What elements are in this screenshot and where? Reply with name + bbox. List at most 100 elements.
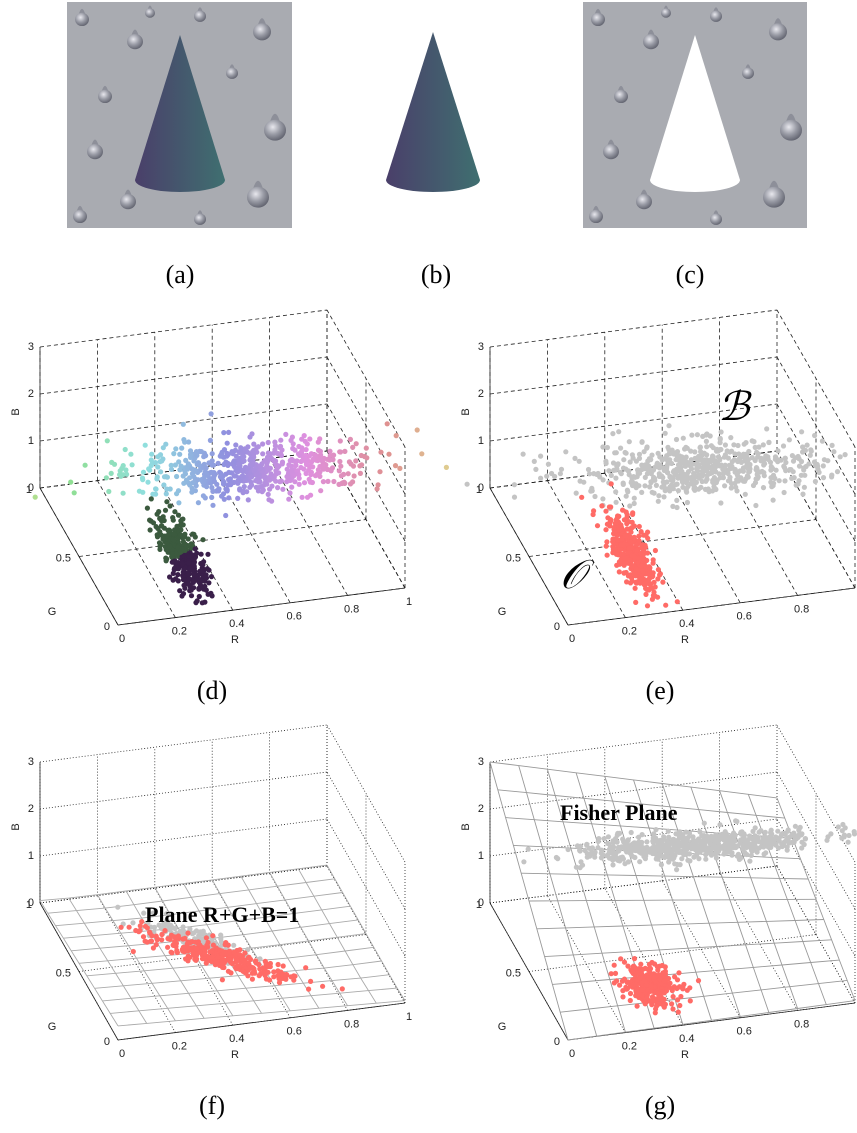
scatter-point (607, 504, 612, 509)
scatter-point (521, 452, 526, 457)
droplet (87, 144, 103, 159)
caption: (c) (676, 260, 705, 289)
scatter-point (465, 482, 470, 487)
scatter-point (615, 532, 620, 537)
droplet (661, 8, 671, 18)
scatter-point (140, 477, 145, 482)
scatter-point (628, 991, 633, 996)
scatter-point (768, 480, 773, 485)
scatter-point (308, 480, 313, 485)
scatter-point (702, 451, 707, 456)
scatter-point (240, 969, 245, 974)
r-axis-label: R (231, 634, 239, 646)
scatter-point (338, 449, 343, 454)
scatter-point (210, 489, 215, 494)
g-tick-label: 0.5 (56, 552, 71, 564)
scatter-point (673, 843, 678, 848)
scatter-point (695, 843, 700, 848)
droplet (603, 144, 619, 159)
scatter-point (628, 998, 633, 1003)
scatter-point (176, 488, 181, 493)
scatter-point (190, 532, 195, 537)
scatter-point (619, 471, 624, 476)
b-tick-label: 2 (28, 803, 34, 815)
scatter-point (256, 479, 261, 484)
scatter-point (149, 496, 154, 501)
scatter-point (164, 533, 169, 538)
scatter-point (241, 469, 246, 474)
scatter-point (164, 487, 169, 492)
scatter-point (741, 479, 746, 484)
scatter-point (338, 464, 343, 469)
b-axis-label: B (10, 823, 22, 830)
scatter-point (781, 843, 786, 848)
scatter-point (676, 1010, 681, 1015)
scatter-point (663, 603, 668, 608)
scatter-point (662, 978, 667, 983)
scatter-point (634, 567, 639, 572)
scatter-point (279, 972, 284, 977)
droplet (98, 90, 112, 103)
scatter-point (158, 452, 163, 457)
scatter-point (703, 857, 708, 862)
r-tick-label: 1 (406, 1011, 412, 1023)
scatter-point (271, 969, 276, 974)
scatter-point (188, 940, 193, 945)
scatter-point (109, 460, 114, 465)
scatter-point (227, 958, 232, 963)
scatter-point (644, 983, 649, 988)
scatter-point (386, 452, 391, 457)
grid-line (40, 725, 327, 762)
scatter-point (306, 987, 311, 992)
scatter-point (186, 461, 191, 466)
scatter-point (624, 521, 629, 526)
scatter-point (154, 476, 159, 481)
scatter-point (617, 858, 622, 863)
scatter-point (352, 473, 357, 478)
scatter-point (691, 855, 696, 860)
scatter-point (653, 465, 658, 470)
g-tick-label: 0 (104, 621, 110, 633)
scatter-point (165, 945, 170, 950)
scatter-point (673, 482, 678, 487)
scatter-point (756, 445, 761, 450)
scatter-point (288, 438, 293, 443)
scatter-point (189, 466, 194, 471)
scatter-point (194, 453, 199, 458)
scatter-point (318, 488, 323, 493)
scatter-point (640, 967, 645, 972)
scatter-point (210, 462, 215, 467)
scatter-point (140, 490, 145, 495)
scatter-point (199, 578, 204, 583)
scatter-point (753, 503, 758, 508)
scatter-point (634, 548, 639, 553)
b-tick-label: 3 (478, 756, 484, 768)
scatter-point (225, 441, 230, 446)
scatter-point (171, 451, 176, 456)
scatter-point (729, 485, 734, 490)
scatter-point (156, 509, 161, 514)
scatter-point (610, 431, 615, 436)
scatter-point (260, 451, 265, 456)
scatter-point (674, 437, 679, 442)
droplet (742, 68, 754, 79)
scatter-point (605, 515, 610, 520)
scatter-point (286, 475, 291, 480)
scatter-point (242, 950, 247, 955)
scatter-point (736, 451, 741, 456)
scatter-point (656, 852, 661, 857)
scatter-point (289, 468, 294, 473)
b-tick-label: 0 (28, 897, 34, 909)
scatter-point (670, 504, 675, 509)
scatter-point (68, 480, 73, 485)
grid-line (40, 819, 327, 856)
scatter-point (831, 449, 836, 454)
r-tick-label: 0.2 (622, 1041, 637, 1053)
grid-line (490, 310, 777, 347)
scatter-point (237, 947, 242, 952)
scatter-point (272, 458, 277, 463)
scatter-point (182, 541, 187, 546)
scatter-point (276, 962, 281, 967)
scatter-point (736, 852, 741, 857)
b-tick-label: 3 (478, 341, 484, 353)
